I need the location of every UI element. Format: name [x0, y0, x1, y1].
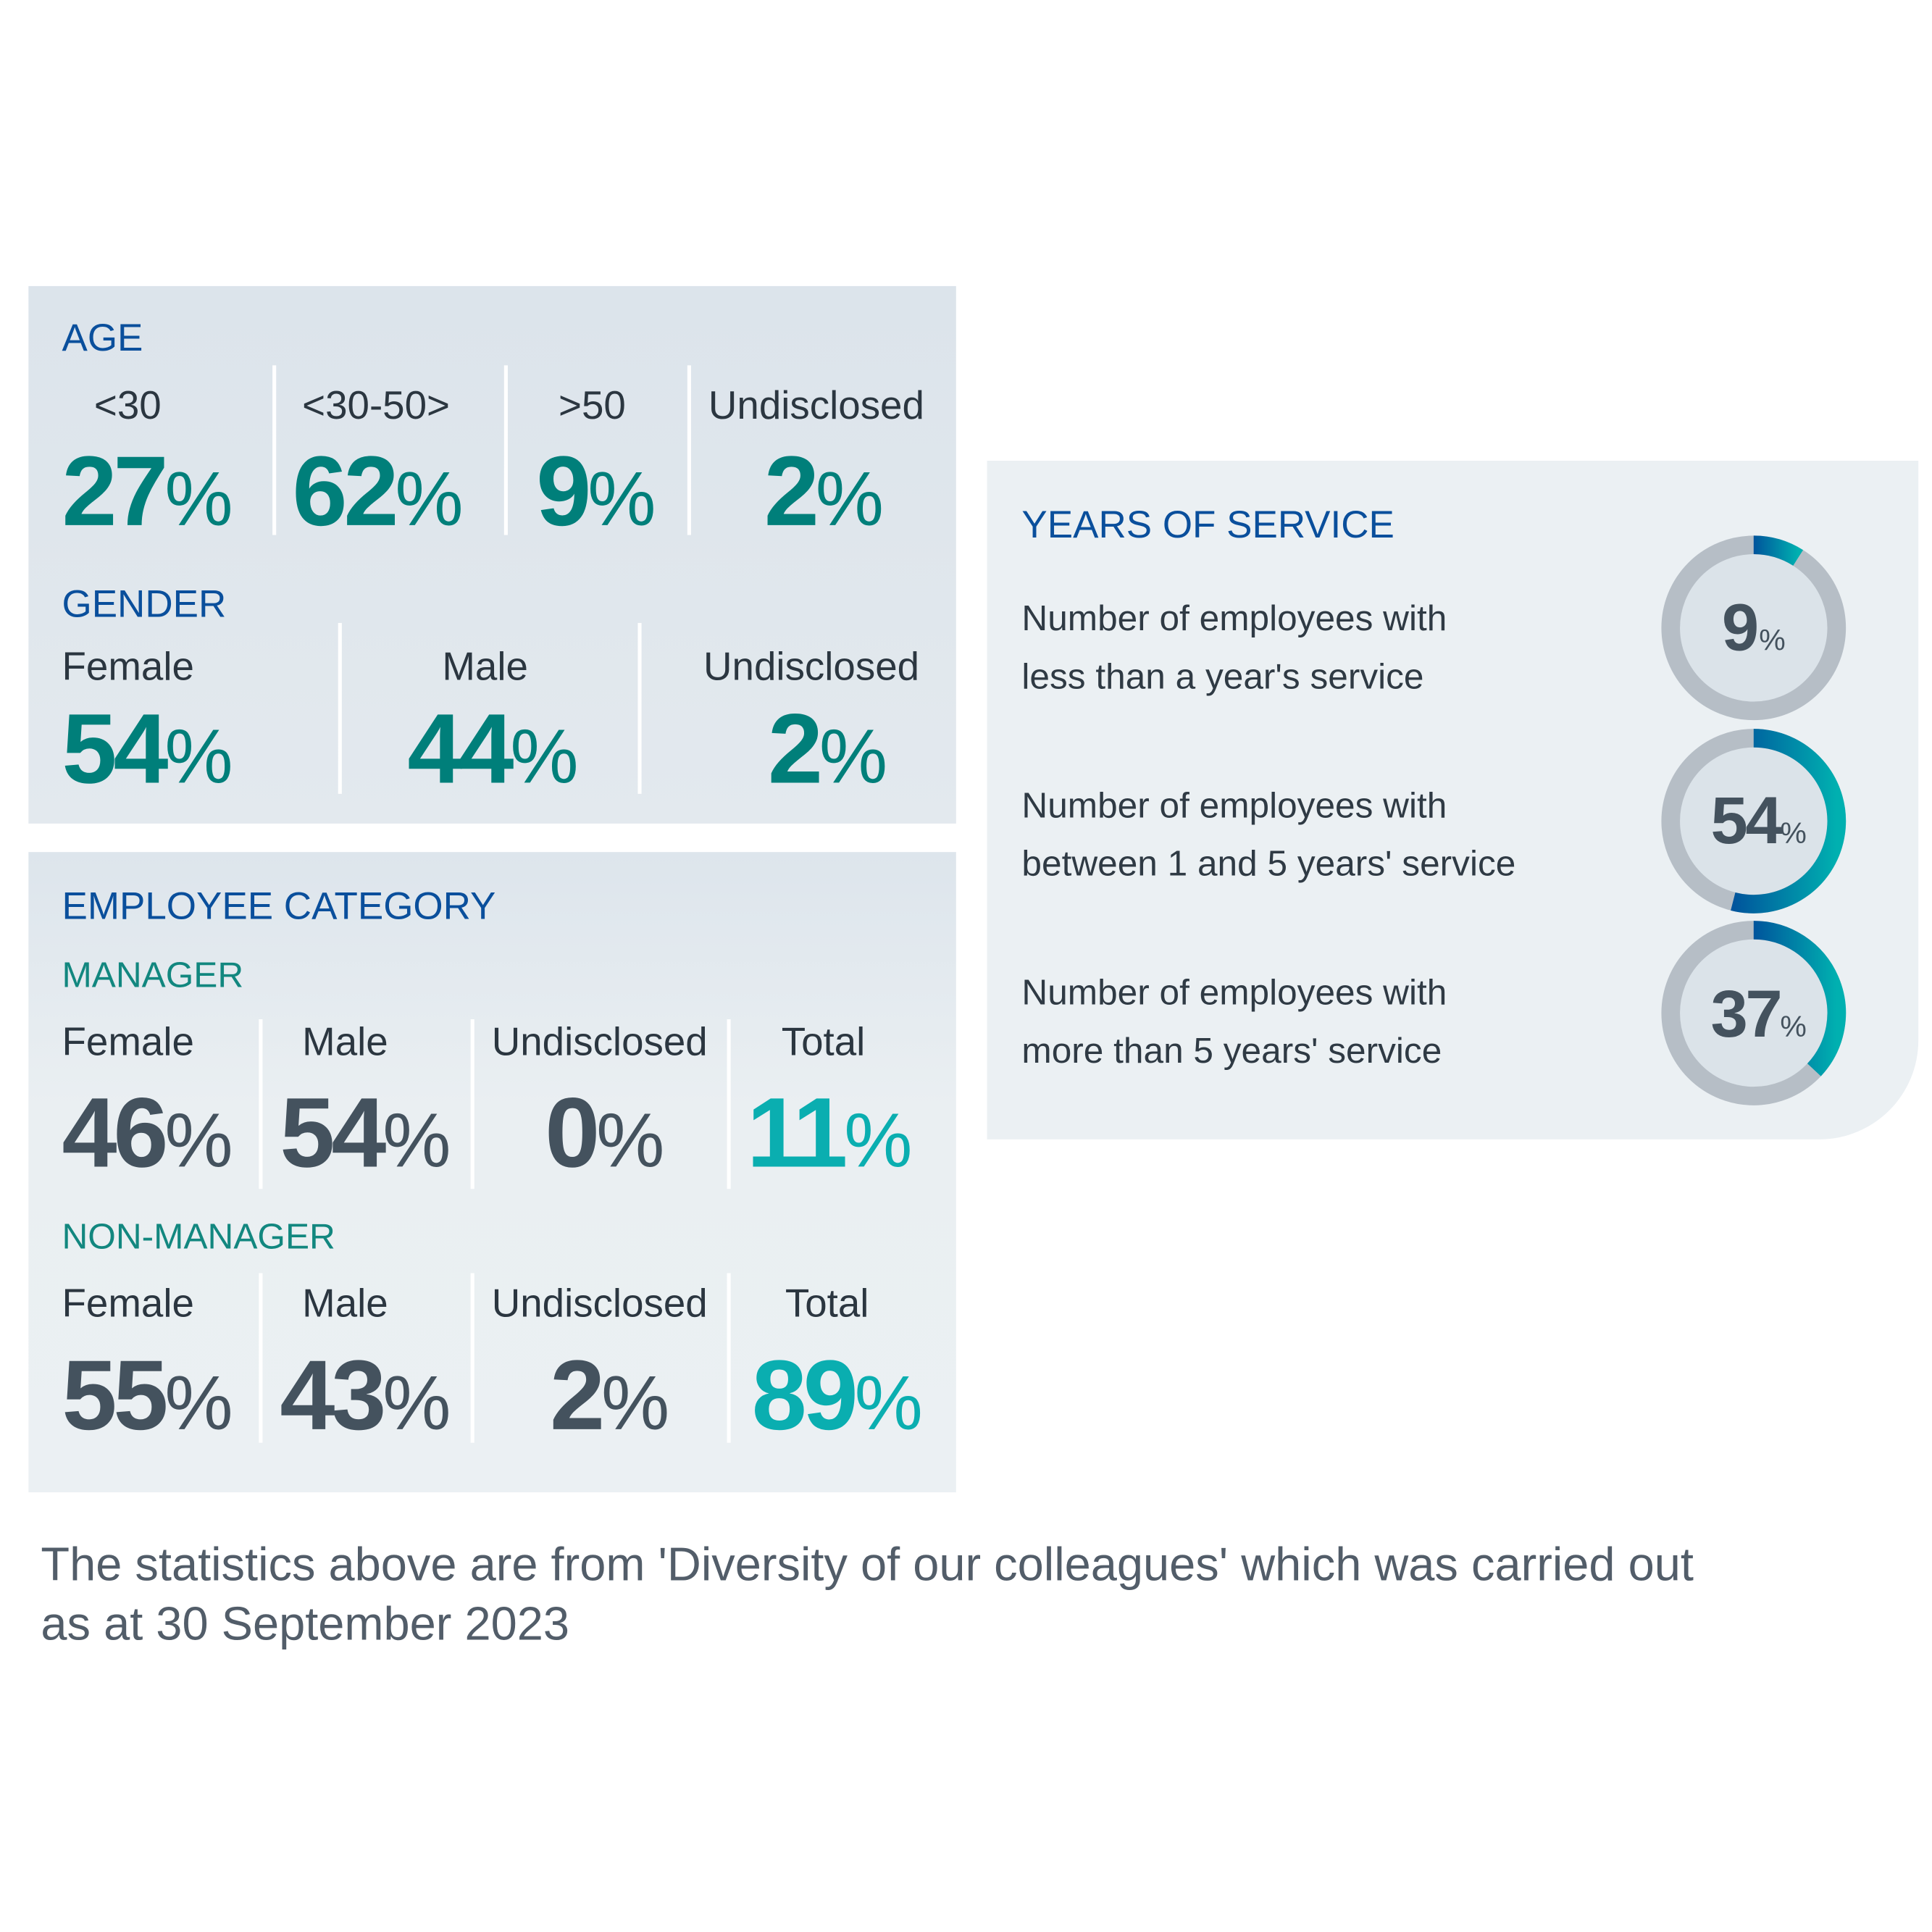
divider	[503, 365, 508, 535]
divider	[687, 365, 691, 535]
non-manager-heading: NON-MANAGER	[62, 1217, 335, 1258]
divider	[727, 1019, 731, 1189]
donut-arc	[1753, 535, 1804, 566]
manager-label-total: Total	[781, 1019, 866, 1064]
non-manager-value-female: 55%	[62, 1339, 233, 1450]
non-manager-value-male: 43%	[280, 1339, 451, 1450]
non-manager-label-undisclosed: Undisclosed	[491, 1280, 708, 1326]
manager-label-undisclosed: Undisclosed	[491, 1019, 708, 1064]
years-of-service-heading: YEARS OF SERVICE	[1021, 503, 1394, 546]
manager-value-total: 11%	[746, 1077, 913, 1188]
divider	[272, 365, 277, 535]
donut-arc	[1753, 921, 1847, 1076]
age-gender-panel	[28, 285, 956, 824]
age-label-30-50: <30-50>	[302, 382, 450, 427]
employee-category-heading: EMPLOYEE CATEGORY	[62, 884, 496, 928]
gender-value-male: 44%	[407, 693, 579, 804]
manager-label-male: Male	[302, 1019, 388, 1064]
divider	[470, 1019, 474, 1189]
gender-value-female: 54%	[62, 693, 233, 804]
divider	[470, 1273, 474, 1443]
non-manager-label-female: Female	[62, 1280, 194, 1326]
non-manager-value-undisclosed: 2%	[550, 1339, 670, 1450]
donut-label-1-to-5: 54%	[1710, 784, 1807, 858]
divider	[637, 622, 642, 794]
service-description-over-5: Number of employees with more than 5 year…	[1021, 973, 1447, 1071]
donut-track	[1661, 535, 1847, 721]
footer-note: The statistics above are from 'Diversity…	[41, 1539, 1694, 1651]
manager-value-undisclosed: 0%	[545, 1077, 665, 1188]
age-label-under-30: <30	[93, 382, 162, 427]
age-label-undisclosed: Undisclosed	[708, 382, 924, 427]
gender-label-male: Male	[442, 643, 528, 689]
gender-value-undisclosed: 2%	[767, 693, 888, 804]
gender-label-female: Female	[62, 643, 194, 689]
service-description-1-to-5: Number of employees with between 1 and 5 …	[1021, 786, 1516, 885]
manager-heading: MANAGER	[62, 955, 244, 996]
gender-label-undisclosed: Undisclosed	[703, 643, 920, 689]
divider	[259, 1273, 263, 1443]
non-manager-value-total: 89%	[751, 1339, 923, 1450]
non-manager-label-male: Male	[302, 1280, 388, 1326]
divider	[727, 1273, 731, 1443]
manager-value-female: 46%	[62, 1077, 233, 1188]
non-manager-label-total: Total	[785, 1280, 869, 1326]
service-description-less-than-1: Number of employees with less than a year…	[1021, 599, 1447, 698]
manager-value-male: 54%	[280, 1077, 451, 1188]
age-label-over-50: >50	[559, 382, 626, 427]
employee-category-panel	[28, 852, 956, 1493]
age-value-undisclosed: 2%	[764, 435, 885, 546]
manager-label-female: Female	[62, 1019, 194, 1064]
age-value-over-50: 9%	[536, 435, 656, 546]
divider	[338, 622, 342, 794]
age-value-30-50: 62%	[292, 435, 464, 546]
divider	[259, 1019, 263, 1189]
donut-label-over-5: 37%	[1710, 977, 1807, 1052]
age-heading: AGE	[62, 315, 143, 359]
donut-label-less-than-1: 9%	[1721, 590, 1786, 666]
age-value-under-30: 27%	[62, 435, 233, 546]
donut-arc	[1731, 729, 1847, 913]
gender-heading: GENDER	[62, 582, 227, 626]
